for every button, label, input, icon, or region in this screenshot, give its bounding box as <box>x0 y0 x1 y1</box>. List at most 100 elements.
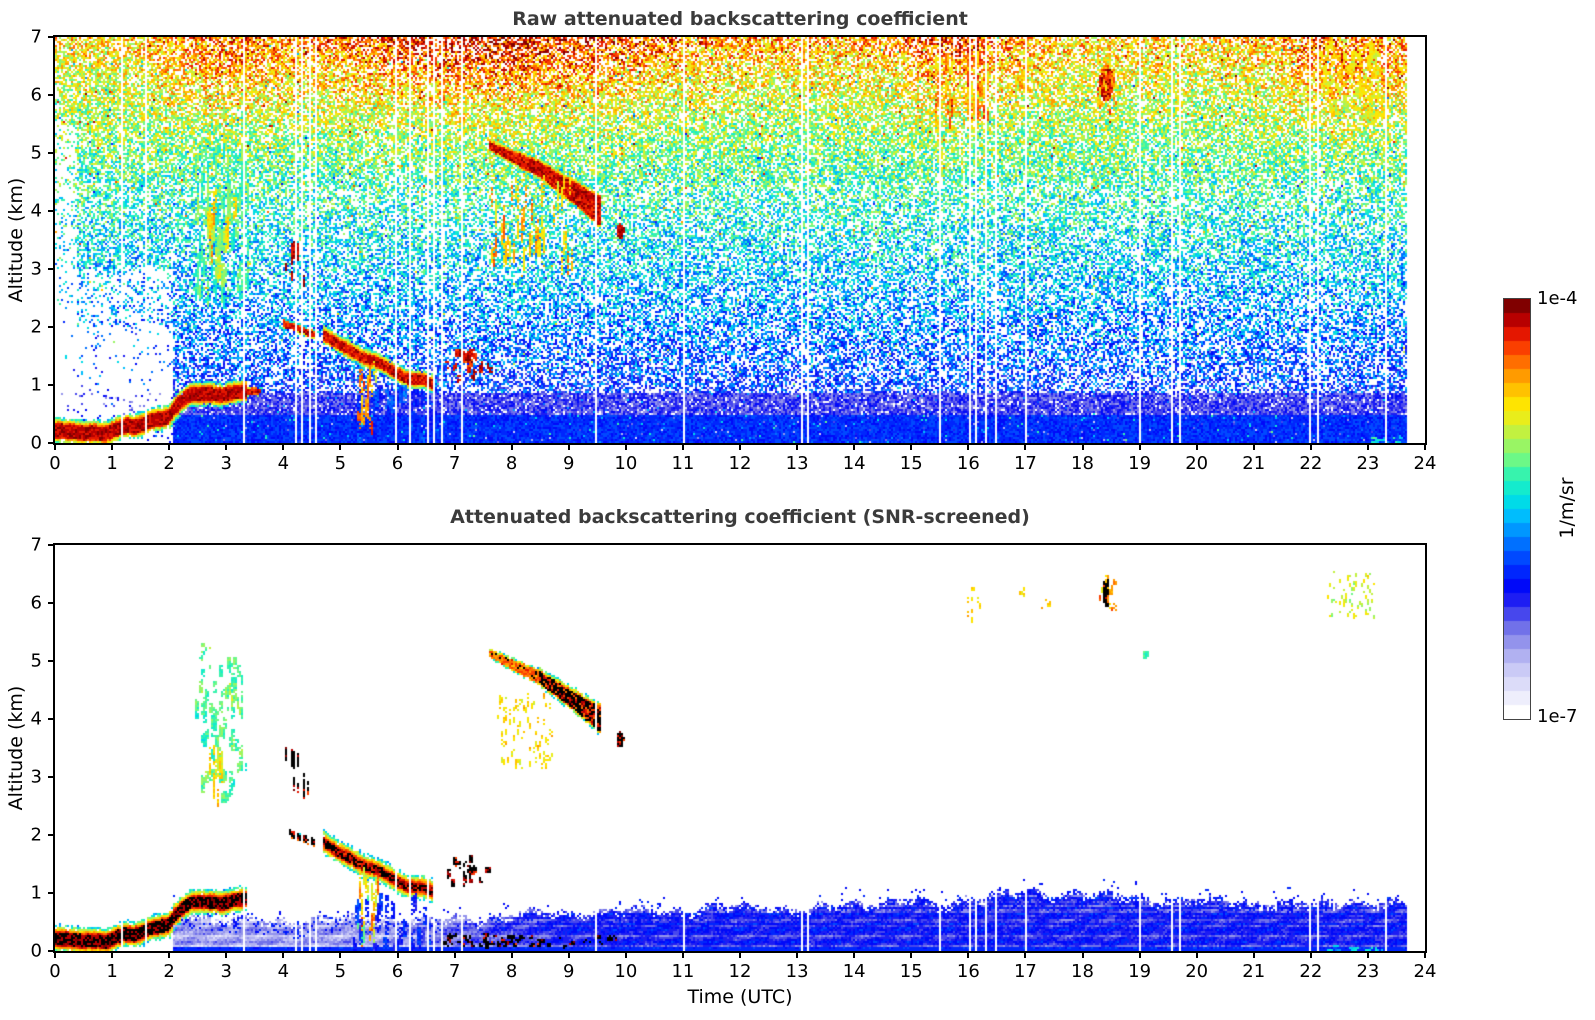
raw-y-axis-label: Altitude (km) <box>5 177 27 303</box>
screened-x-tick-label: 12 <box>728 961 752 982</box>
screened-x-tick-label: 7 <box>448 961 461 982</box>
screened-x-tick-label: 20 <box>1185 961 1209 982</box>
raw-x-tick-label: 20 <box>1185 453 1209 474</box>
raw-x-tick-label: 23 <box>1356 453 1380 474</box>
screened-x-tick <box>225 953 228 958</box>
screened-x-tick-label: 10 <box>614 961 638 982</box>
screened-x-tick-label: 5 <box>334 961 347 982</box>
raw-x-tick-label: 4 <box>277 453 290 474</box>
raw-y-tick-label: 4 <box>30 200 42 222</box>
screened-x-tick-label: 19 <box>1128 961 1152 982</box>
raw-y-tick <box>48 94 53 96</box>
raw-y-tick <box>48 268 53 270</box>
raw-x-tick <box>453 445 456 450</box>
raw-x-tick <box>567 445 570 450</box>
screened-y-tick <box>48 776 53 778</box>
raw-x-tick-label: 18 <box>1071 453 1094 474</box>
raw-x-tick-label: 10 <box>614 453 638 474</box>
screened-x-tick <box>168 953 171 958</box>
screened-heatmap-canvas <box>55 545 1425 951</box>
screened-y-tick <box>48 602 53 604</box>
screened-x-tick-label: 13 <box>785 961 809 982</box>
screened-y-tick <box>48 892 53 894</box>
screened-y-tick <box>48 950 53 952</box>
screened-x-tick-label: 24 <box>1413 961 1437 982</box>
screened-x-tick <box>1309 953 1312 958</box>
screened-x-tick <box>624 953 627 958</box>
colorbar-min-label: 1e-7 <box>1537 706 1578 727</box>
raw-x-tick <box>1081 445 1084 450</box>
raw-x-tick <box>282 445 285 450</box>
screened-x-tick-label: 14 <box>842 961 866 982</box>
raw-x-tick-label: 5 <box>334 453 347 474</box>
screened-x-tick-label: 11 <box>671 961 695 982</box>
screened-x-tick <box>739 953 741 958</box>
colorbar <box>1503 298 1531 720</box>
raw-x-tick <box>967 445 970 450</box>
screened-x-tick <box>853 953 856 958</box>
raw-x-tick <box>168 445 171 450</box>
raw-x-tick <box>1024 445 1027 450</box>
raw-x-tick <box>396 445 399 450</box>
screened-x-tick-label: 1 <box>106 961 118 982</box>
screened-y-tick <box>48 834 53 836</box>
raw-x-tick <box>1252 445 1255 450</box>
raw-x-tick-label: 14 <box>842 453 866 474</box>
screened-x-tick <box>910 953 913 958</box>
raw-x-tick <box>1195 445 1198 450</box>
screened-x-tick <box>396 953 399 958</box>
screened-y-tick-label: 1 <box>30 882 42 904</box>
raw-y-tick <box>48 152 53 154</box>
screened-x-tick-label: 6 <box>391 961 404 982</box>
x-axis-label: Time (UTC) <box>687 986 793 1008</box>
screened-x-tick-label: 22 <box>1299 961 1323 982</box>
raw-x-tick <box>1366 445 1369 450</box>
raw-x-tick <box>739 445 741 450</box>
raw-x-tick-label: 24 <box>1413 453 1437 474</box>
screened-y-tick <box>48 718 53 720</box>
raw-y-tick-label: 1 <box>30 374 42 396</box>
raw-y-tick <box>48 36 53 38</box>
raw-y-tick-label: 3 <box>30 258 42 280</box>
raw-x-tick-label: 2 <box>163 453 175 474</box>
raw-x-tick <box>1424 445 1426 450</box>
screened-x-tick-label: 16 <box>956 961 980 982</box>
raw-x-tick <box>796 445 799 450</box>
screened-x-tick <box>796 953 799 958</box>
screened-x-tick <box>1081 953 1084 958</box>
raw-x-tick-label: 0 <box>49 453 61 474</box>
raw-x-tick <box>624 445 627 450</box>
raw-y-tick-label: 0 <box>30 432 42 454</box>
screened-x-tick-label: 15 <box>899 961 923 982</box>
screened-x-tick <box>54 953 56 958</box>
screened-x-tick <box>567 953 570 958</box>
raw-x-tick <box>111 445 114 450</box>
raw-x-tick-label: 7 <box>448 453 461 474</box>
screened-x-tick-label: 23 <box>1356 961 1380 982</box>
screened-y-tick-label: 0 <box>30 940 42 962</box>
screened-y-tick-label: 3 <box>30 766 42 788</box>
raw-x-tick-label: 6 <box>391 453 404 474</box>
raw-x-tick <box>681 445 684 450</box>
screened-y-tick-label: 4 <box>30 708 42 730</box>
screened-x-tick-label: 21 <box>1242 961 1266 982</box>
screened-x-tick <box>967 953 970 958</box>
raw-x-tick <box>853 445 856 450</box>
raw-x-tick-label: 8 <box>505 453 518 474</box>
raw-x-tick-label: 11 <box>671 453 695 474</box>
raw-y-tick <box>48 442 53 444</box>
screened-x-tick <box>453 953 456 958</box>
screened-x-tick <box>1138 953 1141 958</box>
screened-x-tick <box>510 953 513 958</box>
raw-x-tick-label: 16 <box>956 453 980 474</box>
raw-y-tick-label: 5 <box>30 142 42 164</box>
raw-x-tick-label: 12 <box>728 453 752 474</box>
raw-y-tick-label: 2 <box>30 316 42 338</box>
raw-x-tick-label: 19 <box>1128 453 1152 474</box>
screened-x-tick-label: 0 <box>49 961 61 982</box>
raw-panel-plot-area <box>53 35 1427 445</box>
raw-x-tick <box>1309 445 1312 450</box>
screened-y-tick-label: 2 <box>30 824 42 846</box>
screened-y-axis-label: Altitude (km) <box>5 685 27 811</box>
raw-x-tick-label: 13 <box>785 453 809 474</box>
